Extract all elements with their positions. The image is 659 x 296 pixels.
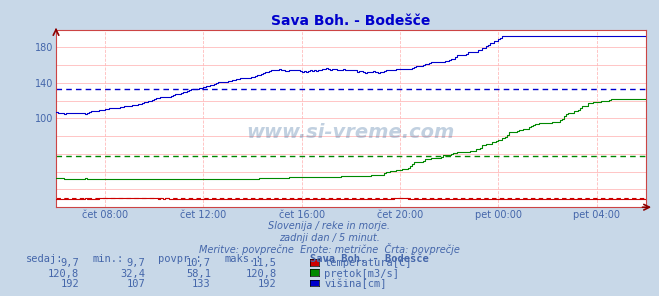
- Text: 11,5: 11,5: [252, 258, 277, 268]
- Text: 192: 192: [258, 279, 277, 289]
- Text: 9,7: 9,7: [127, 258, 145, 268]
- Text: višina[cm]: višina[cm]: [324, 279, 387, 289]
- Text: Meritve: povprečne  Enote: metrične  Črta: povprečje: Meritve: povprečne Enote: metrične Črta:…: [199, 243, 460, 255]
- Text: Slovenija / reke in morje.: Slovenija / reke in morje.: [268, 221, 391, 231]
- Text: 32,4: 32,4: [120, 269, 145, 279]
- Text: Sava Boh. - Bodešče: Sava Boh. - Bodešče: [310, 254, 428, 264]
- Text: sedaj:: sedaj:: [26, 254, 64, 264]
- Text: min.:: min.:: [92, 254, 123, 264]
- Text: 120,8: 120,8: [48, 269, 79, 279]
- Text: 192: 192: [61, 279, 79, 289]
- Text: 133: 133: [192, 279, 211, 289]
- Text: maks.:: maks.:: [224, 254, 262, 264]
- Text: www.si-vreme.com: www.si-vreme.com: [246, 123, 455, 142]
- Text: zadnji dan / 5 minut.: zadnji dan / 5 minut.: [279, 233, 380, 243]
- Text: temperatura[C]: temperatura[C]: [324, 258, 412, 268]
- Title: Sava Boh. - Bodešče: Sava Boh. - Bodešče: [272, 15, 430, 28]
- Text: povpr.:: povpr.:: [158, 254, 202, 264]
- Text: 58,1: 58,1: [186, 269, 211, 279]
- Text: 10,7: 10,7: [186, 258, 211, 268]
- Text: pretok[m3/s]: pretok[m3/s]: [324, 269, 399, 279]
- Text: 107: 107: [127, 279, 145, 289]
- Text: 120,8: 120,8: [246, 269, 277, 279]
- Text: 9,7: 9,7: [61, 258, 79, 268]
